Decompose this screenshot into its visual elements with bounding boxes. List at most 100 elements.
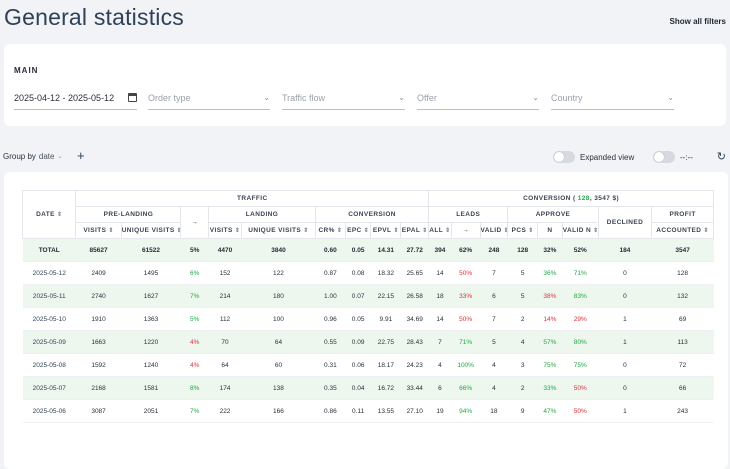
- col-valid-n[interactable]: VALID N: [561, 222, 599, 239]
- cell: 4%: [180, 330, 209, 354]
- row-date: 2025-05-11: [22, 284, 76, 308]
- cell: 69: [651, 307, 714, 331]
- col-accounted[interactable]: ACCOUNTED: [651, 222, 714, 239]
- order-type-select[interactable]: Order type ⌄: [148, 90, 270, 110]
- cell: 14.31: [370, 238, 401, 262]
- cell: 222: [208, 399, 242, 423]
- conversion-meta-open: (: [572, 195, 578, 202]
- header-conversion: CONVERSION: [314, 206, 430, 223]
- table-row[interactable]: 2025-05-07 2168 1581 8% 174 138 0.35 0.04 16.72 3…: [22, 376, 714, 400]
- cell: 3: [507, 353, 538, 377]
- row-date: 2025-05-09: [22, 330, 76, 354]
- cell: 1910: [75, 307, 122, 331]
- show-all-filters-link[interactable]: Show all filters: [669, 17, 726, 26]
- col-date[interactable]: DATE: [21, 190, 77, 239]
- plus-icon[interactable]: +: [77, 148, 85, 163]
- group-by-control[interactable]: Group by date ⌄: [3, 152, 63, 161]
- cell: 57%: [537, 330, 563, 354]
- cell: 1363: [121, 307, 181, 331]
- filters-panel: MAIN 2025-04-12 - 2025-05-12 Order type …: [4, 44, 726, 126]
- table-row[interactable]: 2025-05-12 2409 1495 6% 152 122 0.87 0.08 18.32 2…: [22, 261, 714, 285]
- country-select[interactable]: Country ⌄: [551, 90, 674, 110]
- cell: 7: [480, 307, 508, 331]
- chevron-down-icon: ⌄: [57, 154, 63, 160]
- cell: 4: [507, 330, 538, 354]
- cell: 113: [651, 330, 714, 354]
- col-unique-visits[interactable]: UNIQUE VISITS: [120, 222, 182, 239]
- table-row[interactable]: 2025-05-10 1910 1363 5% 112 100 0.96 0.05 9.91 34…: [22, 307, 714, 331]
- cell: 6%: [180, 261, 209, 285]
- cell: 27.72: [400, 238, 429, 262]
- col-epvl[interactable]: EPVL: [370, 222, 402, 239]
- cell: 0.86: [315, 399, 346, 423]
- col-all[interactable]: ALL: [428, 222, 452, 239]
- col-epc[interactable]: EPC: [344, 222, 372, 239]
- cell: 5%: [180, 307, 209, 331]
- col-valid[interactable]: VALID: [479, 222, 509, 239]
- cell: 33%: [451, 284, 481, 308]
- second-toggle[interactable]: [653, 151, 675, 163]
- header-declined: DECLINED: [597, 206, 653, 239]
- order-type-placeholder: Order type: [148, 92, 191, 103]
- expanded-view-toggle[interactable]: [553, 151, 575, 163]
- refresh-icon[interactable]: ↻: [716, 151, 726, 163]
- header-landing: LANDING: [208, 206, 316, 223]
- cell: 4470: [208, 238, 242, 262]
- toggle-knob: [554, 152, 564, 162]
- cell: 4: [480, 376, 508, 400]
- table-row[interactable]: 2025-05-08 1592 1240 4% 64 60 0.31 0.06 18.17 24.…: [22, 353, 714, 377]
- cell: 132: [651, 284, 714, 308]
- cell: 152: [208, 261, 242, 285]
- cell: 128: [507, 238, 538, 262]
- row-date: 2025-05-06: [22, 399, 76, 423]
- row-date: 2025-05-10: [22, 307, 76, 331]
- date-range-value: 2025-04-12 - 2025-05-12: [14, 92, 115, 103]
- cell: 128: [651, 261, 714, 285]
- cell: 7%: [180, 284, 209, 308]
- cell: 50%: [451, 307, 481, 331]
- header-pre-landing: PRE-LANDING: [75, 206, 182, 223]
- cell: 24.23: [400, 353, 429, 377]
- cell: 0: [598, 261, 652, 285]
- statistics-table-card: DATE TRAFFIC CONVERSION ( 128, 3547 $) P…: [4, 172, 728, 469]
- col-landing-visits[interactable]: VISITS: [208, 222, 242, 239]
- group-by-value[interactable]: date: [38, 152, 55, 161]
- table-row[interactable]: 2025-05-11 2740 1627 7% 214 180 1.00 0.07 22.15 2…: [22, 284, 714, 308]
- cell: 112: [208, 307, 242, 331]
- cell: 71%: [451, 330, 481, 354]
- header-profit: PROFIT: [651, 206, 714, 223]
- conversion-group-label: CONVERSION: [523, 195, 571, 202]
- cell: 22.15: [370, 284, 401, 308]
- calendar-icon[interactable]: [128, 93, 137, 102]
- cell: 180: [241, 284, 316, 308]
- cell: 25.65: [400, 261, 429, 285]
- cell: 9: [507, 399, 538, 423]
- cell: 0: [598, 376, 652, 400]
- cell: 47%: [537, 399, 563, 423]
- cell: 2168: [75, 376, 122, 400]
- col-leads-arrow: →: [450, 222, 481, 239]
- group-by-label: Group by: [3, 152, 36, 161]
- cell: 18.17: [370, 353, 401, 377]
- cell: 0.07: [345, 284, 371, 308]
- cell: 4: [428, 353, 452, 377]
- col-landing-unique-visits[interactable]: UNIQUE VISITS: [240, 222, 316, 239]
- cell: 2740: [75, 284, 122, 308]
- table-row[interactable]: 2025-05-06 3087 2051 7% 222 166 0.86 0.11 13.55 2…: [22, 399, 714, 423]
- cell: 0.35: [315, 376, 346, 400]
- traffic-flow-select[interactable]: Traffic flow ⌄: [282, 90, 405, 110]
- date-range-input[interactable]: 2025-04-12 - 2025-05-12: [14, 90, 137, 110]
- col-cr[interactable]: CR%: [314, 222, 346, 239]
- cell: 38%: [537, 284, 563, 308]
- cell: 64: [208, 353, 242, 377]
- header-arrow: →: [180, 206, 210, 239]
- cell: 61522: [121, 238, 181, 262]
- col-visits[interactable]: VISITS: [75, 222, 122, 239]
- col-epal[interactable]: EPAL: [400, 222, 430, 239]
- table-row[interactable]: 2025-05-09 1663 1220 4% 70 64 0.55 0.09 22.75 28.…: [22, 330, 714, 354]
- cell: 0.60: [315, 238, 346, 262]
- cell: 5: [507, 284, 538, 308]
- col-pcs[interactable]: PCS: [507, 222, 539, 239]
- offer-select[interactable]: Offer ⌄: [417, 90, 539, 110]
- cell: 18.32: [370, 261, 401, 285]
